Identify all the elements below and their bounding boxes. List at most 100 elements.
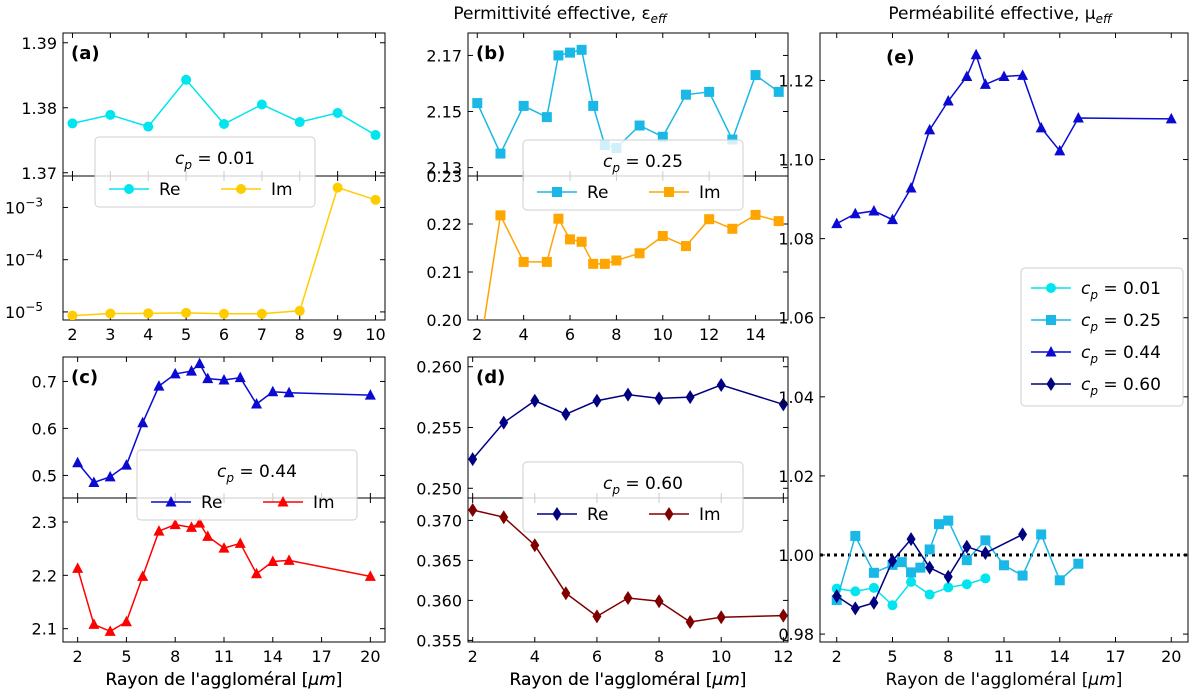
data-point — [576, 236, 587, 247]
y-tick-label: 0.21 — [426, 263, 462, 282]
data-point — [67, 118, 78, 129]
legend-marker — [236, 184, 246, 194]
y-tick-label: 1.12 — [778, 71, 814, 90]
data-point — [218, 542, 230, 553]
legend-subscript: p — [1089, 320, 1098, 334]
data-point — [868, 567, 879, 578]
data-point — [773, 216, 784, 227]
x-axis-suffix: ] — [1116, 670, 1123, 690]
data-point — [143, 308, 154, 319]
data-point — [943, 582, 954, 593]
data-point — [623, 387, 633, 402]
data-point — [716, 610, 726, 625]
data-point — [778, 397, 788, 412]
series-line — [836, 52, 1172, 225]
panel-label: (b) — [476, 43, 505, 64]
data-point — [961, 555, 972, 566]
x-tick-label: 6 — [592, 647, 602, 666]
data-point — [896, 557, 907, 568]
legend-label: cp = 0.25 — [1081, 311, 1161, 334]
y-tick-exponent: −5 — [25, 300, 43, 314]
data-point — [868, 582, 879, 593]
data-point — [685, 390, 695, 405]
data-point — [849, 207, 861, 219]
data-point — [364, 389, 376, 400]
legend-label: cp = 0.01 — [1081, 279, 1161, 302]
x-tick-label: 14 — [263, 647, 283, 666]
data-point — [979, 78, 991, 89]
data-point — [1073, 558, 1084, 569]
data-point — [716, 377, 726, 392]
data-point — [472, 98, 483, 109]
y-tick-label: 0.255 — [416, 419, 462, 438]
legend-c: cp = 0.44 Re Im — [136, 449, 358, 521]
data-point — [294, 117, 305, 128]
series-group — [483, 209, 784, 320]
data-point — [961, 70, 973, 81]
y-tick-label: 0.260 — [416, 358, 462, 377]
data-point — [1054, 575, 1065, 586]
panel-e: 0.98 1.00 1.02 1.04 1.06 1.08 1.10 1.12 2 5 8 11 14 1… — [778, 32, 1189, 666]
legend-value: = 0.25 — [620, 152, 683, 172]
panel-c-Im: 2.1 2.2 2.3 2 5 8 11 14 17 20 — [32, 497, 386, 666]
data-point — [980, 535, 991, 546]
legend-subscript: p — [225, 471, 234, 485]
legend-marker — [664, 507, 674, 521]
panel-a-Re: 1.37 1.38 1.39 — [21, 32, 386, 183]
data-point — [943, 515, 954, 526]
x-tick-label: 8 — [611, 325, 621, 344]
data-point — [104, 625, 116, 636]
x-tick-label: 5 — [181, 325, 191, 344]
data-point — [588, 100, 599, 111]
x-tick-label: 10 — [653, 325, 673, 344]
y-tick-label: 1.04 — [778, 388, 814, 407]
x-tick-label: 14 — [745, 325, 765, 344]
data-point — [194, 357, 206, 369]
data-point — [576, 44, 587, 55]
x-axis-unit: μm — [711, 670, 739, 690]
data-point — [283, 554, 295, 565]
data-point — [887, 553, 897, 568]
data-point — [1017, 570, 1028, 581]
x-tick-label: 6 — [219, 325, 229, 344]
data-point — [565, 234, 576, 245]
data-point — [72, 562, 84, 573]
panel-label: (a) — [71, 43, 100, 64]
x-tick-label: 10 — [711, 647, 731, 666]
data-point — [906, 532, 916, 547]
data-point — [924, 544, 935, 555]
x-tick-label: 3 — [105, 325, 115, 344]
x-axis-suffix: ] — [336, 670, 343, 690]
legend-value: = 0.44 — [1098, 343, 1161, 363]
legend-marker — [277, 496, 289, 507]
title-permeability: Perméabilité effective, μeff — [888, 4, 1113, 26]
data-point — [219, 308, 229, 319]
series-group — [72, 517, 376, 636]
data-point — [915, 562, 926, 573]
data-point — [924, 589, 935, 600]
data-point — [868, 204, 880, 216]
data-point — [750, 209, 761, 220]
data-point — [561, 586, 571, 601]
panel-label: (e) — [886, 47, 915, 68]
x-tick-label: 2 — [472, 325, 482, 344]
x-axis-label: Rayon de l'aggloméral [μm] — [106, 670, 343, 690]
y-tick-label: 2.3 — [32, 513, 57, 532]
x-tick-label: 17 — [311, 647, 331, 666]
x-tick-label: 12 — [773, 647, 793, 666]
data-point — [234, 537, 246, 548]
legend-concentration: cp = 0.44 — [217, 462, 297, 485]
panel-label: (d) — [476, 367, 505, 388]
series-group — [832, 527, 1028, 616]
data-point — [623, 591, 633, 605]
legend-value: = 0.01 — [1098, 279, 1161, 299]
data-point — [185, 365, 197, 376]
legend-b: cp = 0.25 Re Im — [522, 139, 744, 211]
data-point — [565, 47, 576, 58]
legend-label: Re — [201, 493, 223, 513]
data-point — [169, 367, 181, 379]
legend-label: Re — [587, 183, 609, 203]
legend-label: Im — [313, 493, 335, 513]
panel-a-Im: 10−5 10−4 10−3 2 3 4 5 6 7 8 9 10 — [5, 175, 386, 344]
